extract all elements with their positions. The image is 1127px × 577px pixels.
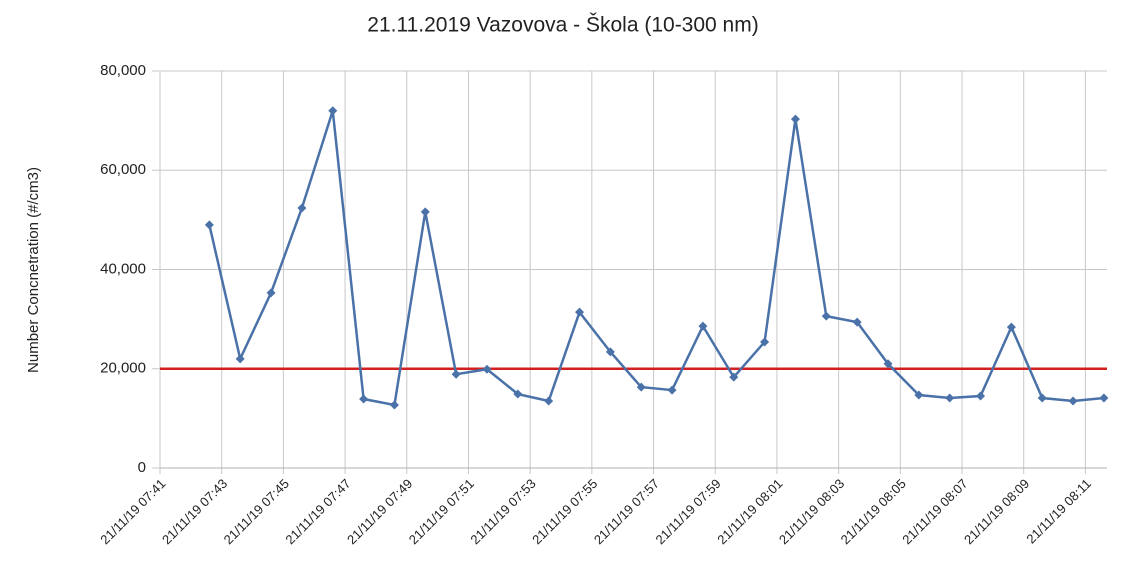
y-tick-label: 20,000 bbox=[100, 360, 146, 377]
data-point bbox=[790, 114, 800, 124]
data-point bbox=[575, 307, 585, 317]
data-point bbox=[389, 400, 399, 410]
data-point bbox=[1037, 393, 1047, 403]
data-point bbox=[1068, 396, 1078, 406]
data-point bbox=[451, 369, 461, 379]
y-axis-label: Number Concnetration (#/cm3) bbox=[25, 167, 42, 373]
data-point bbox=[1099, 393, 1109, 403]
data-point bbox=[1006, 322, 1016, 332]
x-tick-label: 21/11/19 08:11 bbox=[1023, 476, 1094, 547]
data-point bbox=[698, 321, 708, 331]
data-point bbox=[297, 203, 307, 213]
data-point bbox=[235, 354, 245, 364]
data-point bbox=[420, 207, 430, 217]
chart-title: 21.11.2019 Vazovova - Škola (10-300 nm) bbox=[367, 14, 758, 37]
data-point bbox=[945, 393, 955, 403]
data-point bbox=[852, 317, 862, 327]
data-point bbox=[204, 220, 214, 230]
y-tick-label: 40,000 bbox=[100, 260, 146, 277]
data-point bbox=[976, 391, 986, 401]
y-tick-label: 60,000 bbox=[100, 161, 146, 178]
y-tick-label: 0 bbox=[138, 459, 146, 476]
data-point bbox=[605, 347, 615, 357]
data-point bbox=[760, 337, 770, 347]
data-point bbox=[883, 359, 893, 369]
data-point bbox=[328, 106, 338, 116]
data-point bbox=[729, 372, 739, 382]
data-point bbox=[667, 385, 677, 395]
data-point bbox=[636, 382, 646, 392]
series-line bbox=[208, 110, 1105, 407]
data-point bbox=[914, 390, 924, 400]
data-point bbox=[482, 364, 492, 374]
y-tick-label: 80,000 bbox=[100, 62, 146, 79]
data-point bbox=[821, 311, 831, 321]
data-point bbox=[359, 394, 369, 404]
data-point bbox=[266, 288, 276, 298]
data-point bbox=[513, 389, 523, 399]
x-tick-label: 21/11/19 08:09 bbox=[961, 476, 1032, 547]
data-point bbox=[544, 396, 554, 406]
